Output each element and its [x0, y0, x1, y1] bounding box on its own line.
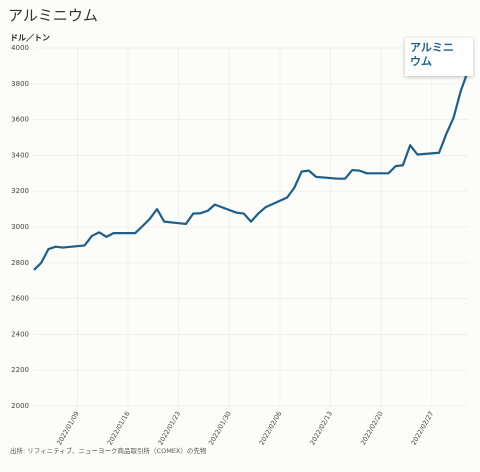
- x-tick-label: 2022/02/13: [308, 410, 334, 446]
- line: [33, 70, 470, 271]
- tooltip-series: アルミニウム: [410, 41, 454, 68]
- y-tick-label: 3600: [11, 116, 29, 124]
- y-tick-label: 2600: [11, 295, 29, 303]
- y-tick-label: 4000: [11, 44, 29, 52]
- x-tick-label: 2022/01/09: [55, 410, 81, 446]
- y-tick-label: 3200: [11, 187, 29, 195]
- y-tick-label: 2000: [11, 402, 29, 410]
- y-tick-label: 2800: [11, 259, 29, 267]
- x-tick-label: 2022/02/27: [410, 410, 436, 446]
- y-axis-label: ドル／トン: [10, 33, 50, 43]
- x-tick-label: 2022/01/16: [106, 410, 132, 446]
- x-tick-label: 2022/01/30: [207, 410, 233, 446]
- x-tick-label: 2022/02/20: [359, 410, 385, 446]
- tooltip: アルミニウム: [405, 38, 473, 76]
- x-tick-label: 2022/02/06: [258, 410, 284, 446]
- y-tick-label: 3800: [11, 80, 29, 88]
- y-tick-label: 2400: [11, 330, 29, 338]
- y-tick-label: 3400: [11, 151, 29, 159]
- chart-title: アルミニウム: [8, 7, 98, 25]
- source: 出所: リフィニティブ、ニューヨーク商品取引所（COMEX）の先物: [10, 446, 207, 455]
- y-tick-label: 2200: [11, 366, 29, 374]
- y-tick-label: 3000: [11, 223, 29, 231]
- x-tick-label: 2022/01/23: [156, 410, 182, 446]
